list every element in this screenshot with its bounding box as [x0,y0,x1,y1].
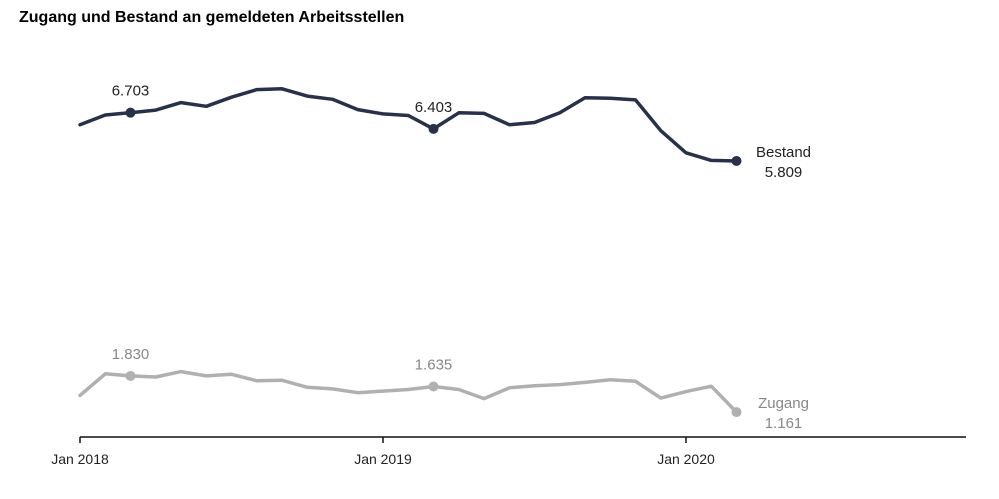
data-label-zugang: 1.635 [415,356,453,373]
end-point-bestand [731,155,742,166]
series-end-value-bestand: 5.809 [765,164,803,181]
x-tick-label: Jan 2018 [51,451,109,467]
data-label-bestand: 6.403 [415,99,453,116]
series-name-label-bestand: Bestand [756,144,811,161]
series-name-label-zugang: Zugang [758,395,809,412]
data-point-zugang [428,381,439,392]
data-point-zugang [125,370,136,381]
end-point-zugang [731,407,742,418]
x-ticks: Jan 2018 Jan 2019 Jan 2020 [51,437,715,467]
x-tick-label: Jan 2020 [657,451,715,467]
series-layer [78,87,742,418]
label-layer: 6.703 6.403 Bestand 5.809 1.830 1.635 Zugang 1.… [112,83,811,432]
chart-title: Zugang und Bestand an gemeldeten Arbeits… [19,9,405,26]
data-label-bestand: 6.703 [112,83,150,100]
data-point-bestand [125,107,136,118]
x-tick-label: Jan 2019 [354,451,412,467]
series-end-value-zugang: 1.161 [765,415,803,432]
series-line-zugang [78,369,739,414]
data-label-zugang: 1.830 [112,346,150,363]
data-point-bestand [428,123,439,134]
series-line-bestand [78,87,739,163]
